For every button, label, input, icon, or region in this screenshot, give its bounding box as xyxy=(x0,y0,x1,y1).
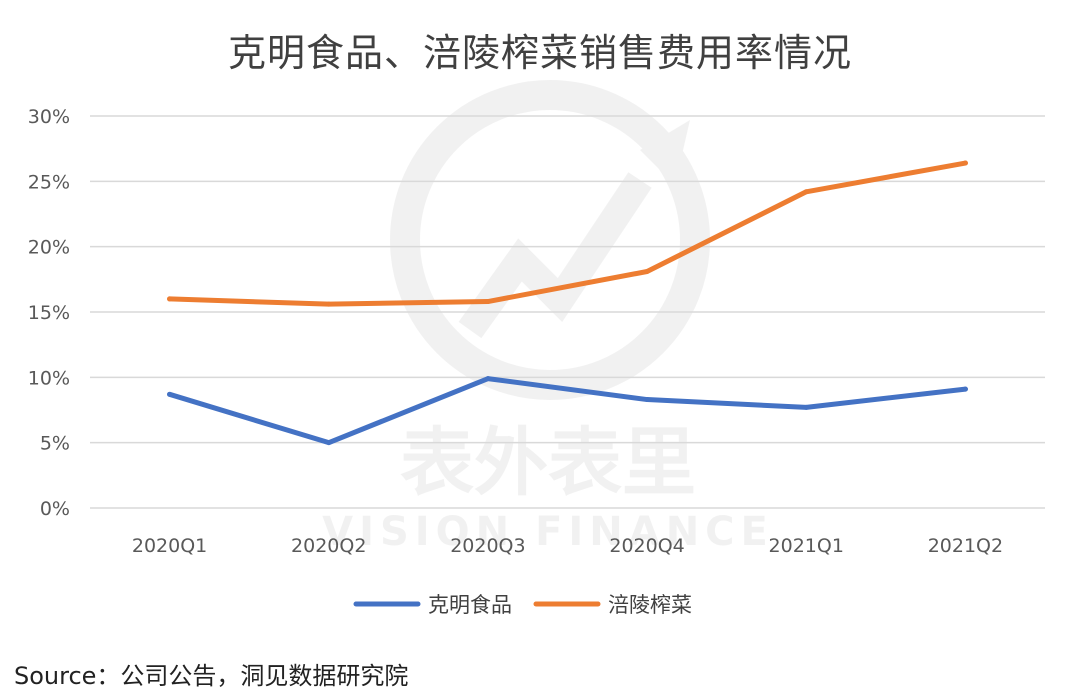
data-point xyxy=(803,189,809,195)
x-tick-label: 2020Q2 xyxy=(291,535,366,557)
y-tick-label: 0% xyxy=(40,498,70,520)
source-note: Source：公司公告，洞见数据研究院 xyxy=(14,662,409,690)
data-point xyxy=(326,301,332,307)
data-point xyxy=(326,440,332,446)
chart-frame: 克明食品、涪陵榨菜销售费用率情况 表外表里 VISION FINANCE 0% 5… xyxy=(28,31,1045,617)
data-point xyxy=(167,391,173,397)
data-point xyxy=(485,299,491,305)
x-tick-label: 2020Q3 xyxy=(450,535,525,557)
y-tick-label: 20% xyxy=(28,237,70,259)
x-tick-label: 2020Q1 xyxy=(132,535,207,557)
data-point xyxy=(962,386,968,392)
chart-title: 克明食品、涪陵榨菜销售费用率情况 xyxy=(227,31,852,75)
data-point xyxy=(644,397,650,403)
legend: 克明食品 涪陵榨菜 xyxy=(353,593,692,617)
y-axis-ticks: 0% 5% 10% 15% 20% 25% 30% xyxy=(28,106,70,520)
y-tick-label: 5% xyxy=(40,433,70,455)
data-point xyxy=(803,404,809,410)
x-axis-ticks: 2020Q1 2020Q2 2020Q3 2020Q4 2021Q1 2021Q2 xyxy=(132,535,1003,557)
watermark-en-text: VISION FINANCE xyxy=(322,509,774,555)
y-tick-label: 30% xyxy=(28,106,70,128)
series-line-1 xyxy=(167,160,968,307)
x-tick-label: 2020Q4 xyxy=(609,535,684,557)
y-tick-label: 15% xyxy=(28,302,70,324)
legend-label: 克明食品 xyxy=(428,593,512,617)
x-tick-label: 2021Q2 xyxy=(928,535,1003,557)
y-tick-label: 25% xyxy=(28,171,70,193)
watermark-logo: 表外表里 VISION FINANCE xyxy=(322,80,774,555)
legend-label: 涪陵榨菜 xyxy=(608,593,692,617)
watermark-cn-text: 表外表里 xyxy=(400,420,696,506)
y-tick-label: 10% xyxy=(28,367,70,389)
data-point xyxy=(644,268,650,274)
x-tick-label: 2021Q1 xyxy=(769,535,844,557)
chart-plot: 表外表里 VISION FINANCE 0%5%10%15%20%25%30% … xyxy=(28,80,1045,617)
series-line-0 xyxy=(167,376,968,446)
series-lines xyxy=(167,160,968,446)
data-point xyxy=(167,296,173,302)
data-point xyxy=(962,160,968,166)
data-point xyxy=(485,376,491,382)
grid-lines xyxy=(90,115,1045,509)
